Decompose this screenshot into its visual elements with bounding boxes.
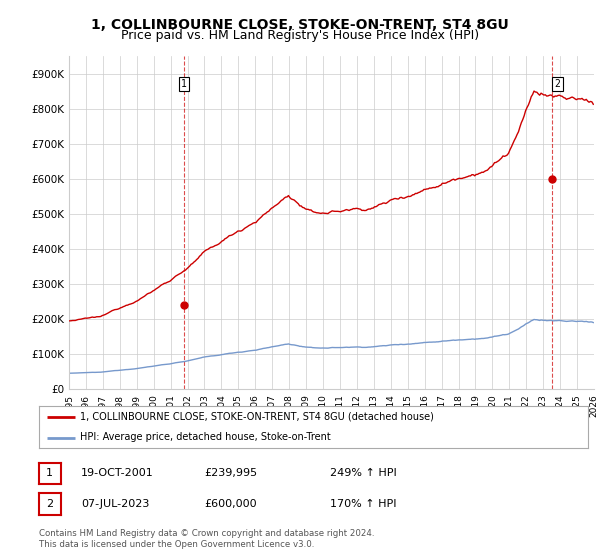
Text: HPI: Average price, detached house, Stoke-on-Trent: HPI: Average price, detached house, Stok…: [80, 432, 331, 442]
Text: 2: 2: [46, 499, 53, 509]
Text: 1, COLLINBOURNE CLOSE, STOKE-ON-TRENT, ST4 8GU (detached house): 1, COLLINBOURNE CLOSE, STOKE-ON-TRENT, S…: [80, 412, 434, 422]
Text: 1: 1: [46, 468, 53, 478]
Text: 249% ↑ HPI: 249% ↑ HPI: [330, 468, 397, 478]
Text: 07-JUL-2023: 07-JUL-2023: [81, 499, 149, 509]
Text: 170% ↑ HPI: 170% ↑ HPI: [330, 499, 397, 509]
Text: £239,995: £239,995: [204, 468, 257, 478]
Text: 19-OCT-2001: 19-OCT-2001: [81, 468, 154, 478]
Text: 2: 2: [554, 79, 560, 89]
Text: Price paid vs. HM Land Registry's House Price Index (HPI): Price paid vs. HM Land Registry's House …: [121, 29, 479, 42]
Text: £600,000: £600,000: [204, 499, 257, 509]
Text: Contains HM Land Registry data © Crown copyright and database right 2024.
This d: Contains HM Land Registry data © Crown c…: [39, 529, 374, 549]
Text: 1, COLLINBOURNE CLOSE, STOKE-ON-TRENT, ST4 8GU: 1, COLLINBOURNE CLOSE, STOKE-ON-TRENT, S…: [91, 18, 509, 32]
Text: 1: 1: [181, 79, 187, 89]
